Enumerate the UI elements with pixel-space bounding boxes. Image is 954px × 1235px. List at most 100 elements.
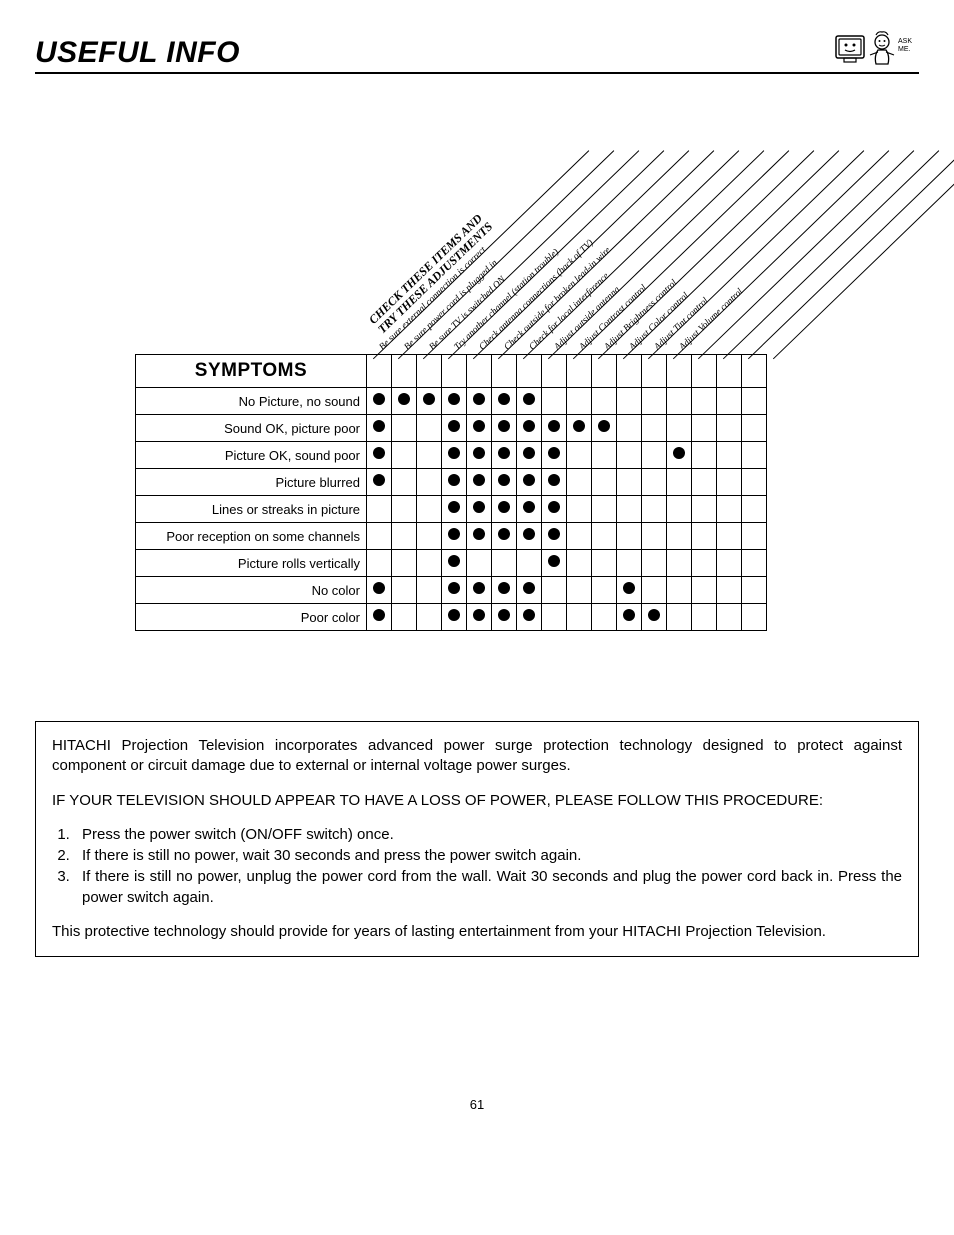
grid-cell [742,523,767,550]
grid-cell [392,496,417,523]
grid-cell [442,496,467,523]
symptoms-header: SYMPTOMS [136,355,367,388]
symptom-label: No Picture, no sound [136,388,367,415]
grid-cell [392,388,417,415]
grid-cell [367,550,392,577]
grid-cell [367,604,392,631]
procedure-step: Press the power switch (ON/OFF switch) o… [74,825,902,845]
dot-icon [448,447,460,459]
symptom-label: Poor color [136,604,367,631]
dot-icon [573,420,585,432]
table-row: No Picture, no sound [136,388,767,415]
grid-col-header [742,355,767,388]
grid-cell [742,604,767,631]
grid-cell [567,604,592,631]
grid-cell [567,388,592,415]
grid-cell [542,523,567,550]
table-row: Poor color [136,604,767,631]
grid-cell [692,388,717,415]
dot-icon [523,501,535,513]
dot-icon [498,474,510,486]
dot-icon [473,474,485,486]
grid-cell [617,415,642,442]
page-title: USEFUL INFO [35,36,240,70]
grid-cell [517,577,542,604]
grid-cell [467,442,492,469]
grid-cell [567,442,592,469]
grid-cell [742,388,767,415]
grid-cell [717,550,742,577]
grid-cell [742,496,767,523]
dot-icon [448,420,460,432]
grid-col-header [492,355,517,388]
grid-cell [717,496,742,523]
grid-cell [542,604,567,631]
dot-icon [523,528,535,540]
grid-cell [667,577,692,604]
dot-icon [473,582,485,594]
grid-cell [492,496,517,523]
grid-cell [667,523,692,550]
grid-cell [367,469,392,496]
grid-cell [517,388,542,415]
grid-cell [592,523,617,550]
grid-cell [392,415,417,442]
symptom-label: Lines or streaks in picture [136,496,367,523]
grid-cell [642,496,667,523]
grid-col-header [642,355,667,388]
grid-cell [417,604,442,631]
grid-col-header [667,355,692,388]
grid-cell [617,577,642,604]
grid-col-header [417,355,442,388]
dot-icon [498,420,510,432]
grid-cell [592,496,617,523]
grid-cell [667,496,692,523]
dot-icon [523,582,535,594]
grid-cell [692,469,717,496]
grid-cell [667,415,692,442]
grid-cell [692,523,717,550]
dot-icon [373,420,385,432]
grid-cell [442,577,467,604]
grid-cell [592,469,617,496]
grid-cell [492,469,517,496]
dot-icon [473,447,485,459]
grid-cell [442,415,467,442]
dot-icon [448,501,460,513]
grid-cell [492,415,517,442]
dot-icon [523,447,535,459]
grid-cell [567,523,592,550]
grid-cell [467,523,492,550]
grid-cell [417,550,442,577]
grid-cell [492,604,517,631]
grid-cell [442,388,467,415]
dot-icon [448,474,460,486]
troubleshoot-chart: CHECK THESE ITEMS ANDTRY THESE ADJUSTMEN… [35,144,919,631]
symptom-label: Picture OK, sound poor [136,442,367,469]
grid-cell [617,469,642,496]
grid-col-header [567,355,592,388]
grid-cell [717,604,742,631]
table-row: Picture rolls vertically [136,550,767,577]
grid-cell [692,577,717,604]
grid-cell [617,388,642,415]
table-row: Picture blurred [136,469,767,496]
grid-cell [592,550,617,577]
dot-icon [548,474,560,486]
grid-cell [617,496,642,523]
grid-cell [642,388,667,415]
grid-cell [367,388,392,415]
grid-cell [467,469,492,496]
dot-icon [548,528,560,540]
dot-icon [373,609,385,621]
dot-icon [423,393,435,405]
power-surge-info: HITACHI Projection Television incorporat… [35,721,919,957]
grid-cell [742,577,767,604]
dot-icon [523,474,535,486]
grid-cell [392,550,417,577]
dot-icon [548,501,560,513]
grid-cell [467,550,492,577]
grid-cell [517,442,542,469]
symptom-label: Picture rolls vertically [136,550,367,577]
grid-cell [692,442,717,469]
